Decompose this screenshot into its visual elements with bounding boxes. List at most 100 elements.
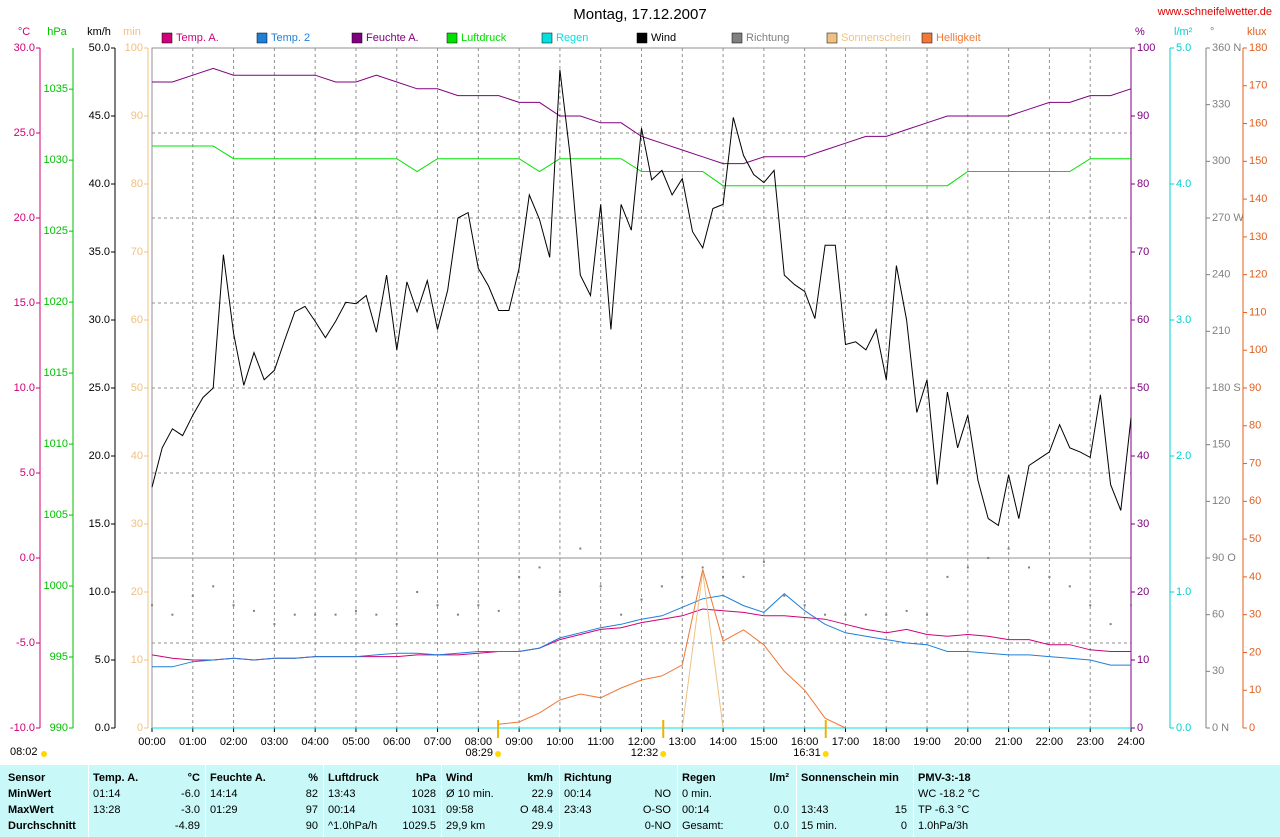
x-tick-label: 02:00 xyxy=(220,736,248,748)
legend-swatch xyxy=(161,32,173,44)
table-cell: Ø 10 min. xyxy=(446,788,494,800)
axis-tick-label: -5.0 xyxy=(16,637,35,649)
table-cell: 1028 xyxy=(411,788,436,800)
axis-tick-label: 210 xyxy=(1212,325,1230,337)
direction-dot xyxy=(946,575,949,578)
table-cell: -4.89 xyxy=(174,820,200,832)
direction-dot xyxy=(293,613,296,616)
axis-tick-label: 2.0 xyxy=(1176,450,1191,462)
table-cell: MaxWert xyxy=(8,804,54,816)
axis-tick-label: 90 xyxy=(1249,382,1261,394)
table-cell: Luftdruck xyxy=(328,772,379,784)
table-separator xyxy=(796,765,797,837)
x-tick-label: 08:00 xyxy=(465,736,493,748)
axis-tick-label: 170 xyxy=(1249,80,1267,92)
table-cell: l/m² xyxy=(769,772,789,784)
table-cell: 00:14 xyxy=(682,804,710,816)
axis-tick-label: 3.0 xyxy=(1176,314,1191,326)
direction-dot xyxy=(742,575,745,578)
axis-tick-label: 70 xyxy=(1137,246,1149,258)
direction-dot xyxy=(232,604,235,607)
axis-tick-label: 50 xyxy=(1249,533,1261,545)
legend-label: Sonnenschein xyxy=(841,32,911,44)
table-cell: km/h xyxy=(527,772,553,784)
legend-swatch xyxy=(731,32,743,44)
table-cell: 0.0 xyxy=(773,820,789,832)
legend-label: Temp. 2 xyxy=(271,32,310,44)
x-tick-label: 05:00 xyxy=(342,736,370,748)
table-cell: 22.9 xyxy=(531,788,553,800)
axis-tick-label: 40 xyxy=(1249,571,1261,583)
axis-tick-label: -10.0 xyxy=(10,722,35,734)
table-cell: Durchschnitt xyxy=(8,820,76,832)
direction-dot xyxy=(660,585,663,588)
axis-tick-label: 35.0 xyxy=(89,246,110,258)
axis-tick-label: 240 xyxy=(1212,269,1230,281)
direction-dot xyxy=(905,609,908,612)
direction-dot xyxy=(640,598,643,601)
axis-tick-label: 160 xyxy=(1249,117,1267,129)
series-line xyxy=(152,145,1131,187)
axis-tick-label: 300 xyxy=(1212,155,1230,167)
table-separator xyxy=(205,765,206,837)
direction-dot xyxy=(252,609,255,612)
axis-tick-label: 20 xyxy=(1249,646,1261,658)
direction-dot xyxy=(1048,575,1051,578)
table-cell: 0.0 xyxy=(773,804,789,816)
table-cell: Sensor xyxy=(8,772,46,784)
axis-tick-label: 990 xyxy=(50,722,68,734)
axis-tick-label: 90 xyxy=(1137,110,1149,122)
table-cell: 14:14 xyxy=(210,788,238,800)
x-tick-label: 04:00 xyxy=(301,736,329,748)
direction-dot xyxy=(538,566,541,569)
axis-tick-label: 180 xyxy=(1249,42,1267,54)
table-cell: 1029.5 xyxy=(402,820,436,832)
x-tick-label: 24:00 xyxy=(1117,736,1145,748)
table-cell: 1.0hPa/3h xyxy=(918,820,969,832)
axis-tick-label: 70 xyxy=(1249,457,1261,469)
axis-tick-label: 25.0 xyxy=(14,127,35,139)
axis-tick-label: 0.0 xyxy=(20,552,35,564)
direction-dot xyxy=(1028,566,1031,569)
axis-tick-label: 1010 xyxy=(44,438,68,450)
axis-tick-label: 15.0 xyxy=(89,518,110,530)
axis-tick-label: 10 xyxy=(1137,654,1149,666)
direction-dot xyxy=(722,575,725,578)
axis-tick-label: 0 N xyxy=(1212,722,1229,734)
direction-dot xyxy=(151,604,153,607)
axis-tick-label: 30.0 xyxy=(14,42,35,54)
direction-dot xyxy=(518,575,521,578)
direction-dot xyxy=(416,591,419,593)
axis-tick-label: 0 xyxy=(1249,722,1255,734)
sun-icon xyxy=(822,751,829,757)
x-tick-label: 22:00 xyxy=(1036,736,1064,748)
direction-dot xyxy=(558,591,561,593)
direction-dot xyxy=(191,594,194,597)
chart-title: Montag, 17.12.2007 xyxy=(573,6,706,23)
axis-tick-label: 330 xyxy=(1212,99,1230,111)
axis-tick-label: 50.0 xyxy=(89,42,110,54)
table-cell: Wind xyxy=(446,772,473,784)
axis-tick-label: 0 xyxy=(137,722,143,734)
axis-tick-label: 1035 xyxy=(44,83,68,95)
direction-dot xyxy=(824,613,827,616)
axis-tick-label: 50 xyxy=(131,382,143,394)
axis-tick-label: 1005 xyxy=(44,509,68,521)
x-tick-label: 23:00 xyxy=(1076,736,1104,748)
axis-title: hPa xyxy=(47,26,67,38)
table-cell: TP -6.3 °C xyxy=(918,804,970,816)
axis-tick-label: 120 xyxy=(1212,495,1230,507)
axis-tick-label: 5.0 xyxy=(20,467,35,479)
axis-tick-label: 0.0 xyxy=(95,722,110,734)
direction-dot xyxy=(395,623,398,626)
direction-dot xyxy=(497,609,500,612)
axis-tick-label: 150 xyxy=(1249,155,1267,167)
chart: Montag, 17.12.2007 www.schneifelwetter.d… xyxy=(10,6,1272,759)
x-tick-label: 01:00 xyxy=(179,736,207,748)
axis-tick-label: 50 xyxy=(1137,382,1149,394)
legend-label: Feuchte A. xyxy=(366,32,419,44)
axis-tick-label: 20 xyxy=(131,586,143,598)
x-tick-label: 09:00 xyxy=(505,736,533,748)
table-cell: ^1.0hPa/h xyxy=(328,820,378,832)
axis-tick-label: 40 xyxy=(131,450,143,462)
